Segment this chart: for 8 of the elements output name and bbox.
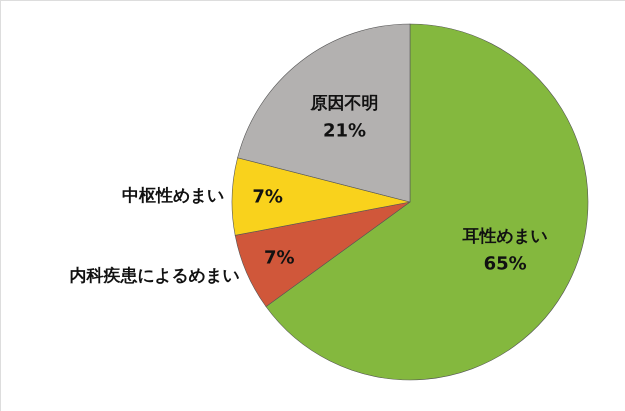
slice-label: 原因不明 — [310, 94, 379, 114]
slice-label: 耳性めまい — [462, 226, 548, 246]
data-label: 65% — [484, 253, 527, 274]
data-label: 7% — [252, 186, 283, 208]
slice-label: 中枢性めまい — [122, 186, 224, 206]
data-label: 21% — [322, 120, 366, 142]
data-label: 7% — [264, 248, 295, 269]
slice-label: 内科疾患によるめまい — [69, 266, 240, 286]
